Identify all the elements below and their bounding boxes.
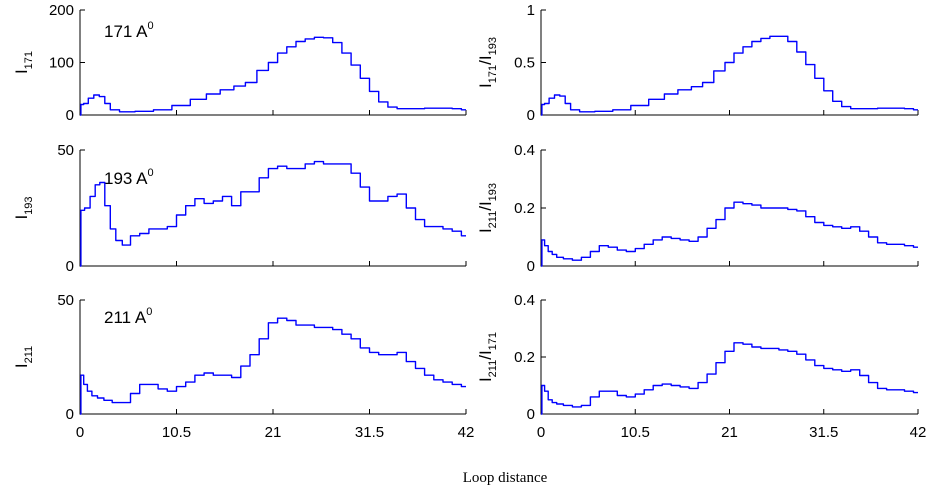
y-tick-label-i211-0: 0: [66, 406, 74, 423]
x-tick-label-ratio211_171-3: 31.5: [809, 424, 838, 441]
y-tick-label-ratio171_193-2: 1: [527, 2, 535, 19]
x-tick-label-i211-3: 31.5: [355, 424, 384, 441]
y-tick-label-ratio211_193-2: 0.4: [514, 142, 535, 159]
y-tick-label-i171-2: 200: [49, 2, 74, 19]
y-tick-label-ratio171_193-0: 0: [527, 107, 535, 124]
y-tick-label-ratio171_193-1: 0.5: [514, 55, 535, 72]
series-line-ratio211_171: [541, 342, 918, 415]
panel-ratio211_171: 0 0.2 0.4 0 10.5 21 31.5 42 I211/I171: [476, 292, 926, 441]
annotation-i193: 193 A0: [104, 167, 154, 188]
annotation-i171: 171 A0: [104, 20, 154, 41]
y-axis-label-ratio211_171: I211/I171: [476, 332, 499, 382]
x-tick-label-i211-1: 10.5: [162, 424, 191, 441]
x-axis-label: Loop distance: [463, 470, 548, 486]
y-axis-label-i211: I211: [12, 346, 35, 368]
series-line-ratio171_193: [541, 35, 918, 116]
y-tick-label-ratio211_193-0: 0: [527, 258, 535, 275]
y-tick-label-i193-0: 0: [66, 258, 74, 275]
panel-i193: 0 50 I193 193 A0: [12, 142, 467, 275]
x-tick-label-i211-2: 21: [265, 424, 282, 441]
annotation-i211: 211 A0: [104, 306, 152, 327]
x-tick-label-ratio211_171-2: 21: [721, 424, 738, 441]
series-line-i211: [80, 317, 466, 415]
panels: 0 100 200 I171 171 A0 0 0.5 1 I171/I193 0 50 I193 19…: [12, 2, 926, 441]
y-tick-label-ratio211_193-1: 0.2: [514, 200, 535, 217]
y-tick-label-i193-1: 50: [57, 142, 74, 159]
y-tick-label-i211-1: 50: [57, 292, 74, 309]
series-line-i171: [80, 36, 466, 116]
panel-ratio171_193: 0 0.5 1 I171/I193: [476, 2, 919, 124]
x-tick-label-i211-4: 42: [458, 424, 475, 441]
panel-ratio211_193: 0 0.2 0.4 I211/I193: [476, 142, 919, 275]
x-tick-label-ratio211_171-4: 42: [910, 424, 927, 441]
panel-i171: 0 100 200 I171 171 A0: [12, 2, 467, 124]
panel-i211: 0 50 0 10.5 21 31.5 42 I211 211 A0: [12, 292, 474, 441]
y-axis-label-ratio171_193: I171/I193: [476, 37, 499, 88]
series-line-ratio211_193: [541, 201, 918, 267]
y-tick-label-i171-0: 0: [66, 107, 74, 124]
x-tick-label-ratio211_171-1: 10.5: [621, 424, 650, 441]
y-tick-label-ratio211_171-1: 0.2: [514, 349, 535, 366]
x-tick-label-ratio211_171-0: 0: [537, 424, 545, 441]
series-line-i193: [80, 160, 466, 267]
y-tick-label-i171-1: 100: [49, 55, 74, 72]
y-axis-label-i193: I193: [12, 196, 35, 219]
y-tick-label-ratio211_171-0: 0: [527, 406, 535, 423]
y-axis-label-i171: I171: [12, 51, 35, 74]
x-tick-label-i211-0: 0: [76, 424, 84, 441]
y-tick-label-ratio211_171-2: 0.4: [514, 292, 535, 309]
y-axis-label-ratio211_193: I211/I193: [476, 183, 499, 233]
